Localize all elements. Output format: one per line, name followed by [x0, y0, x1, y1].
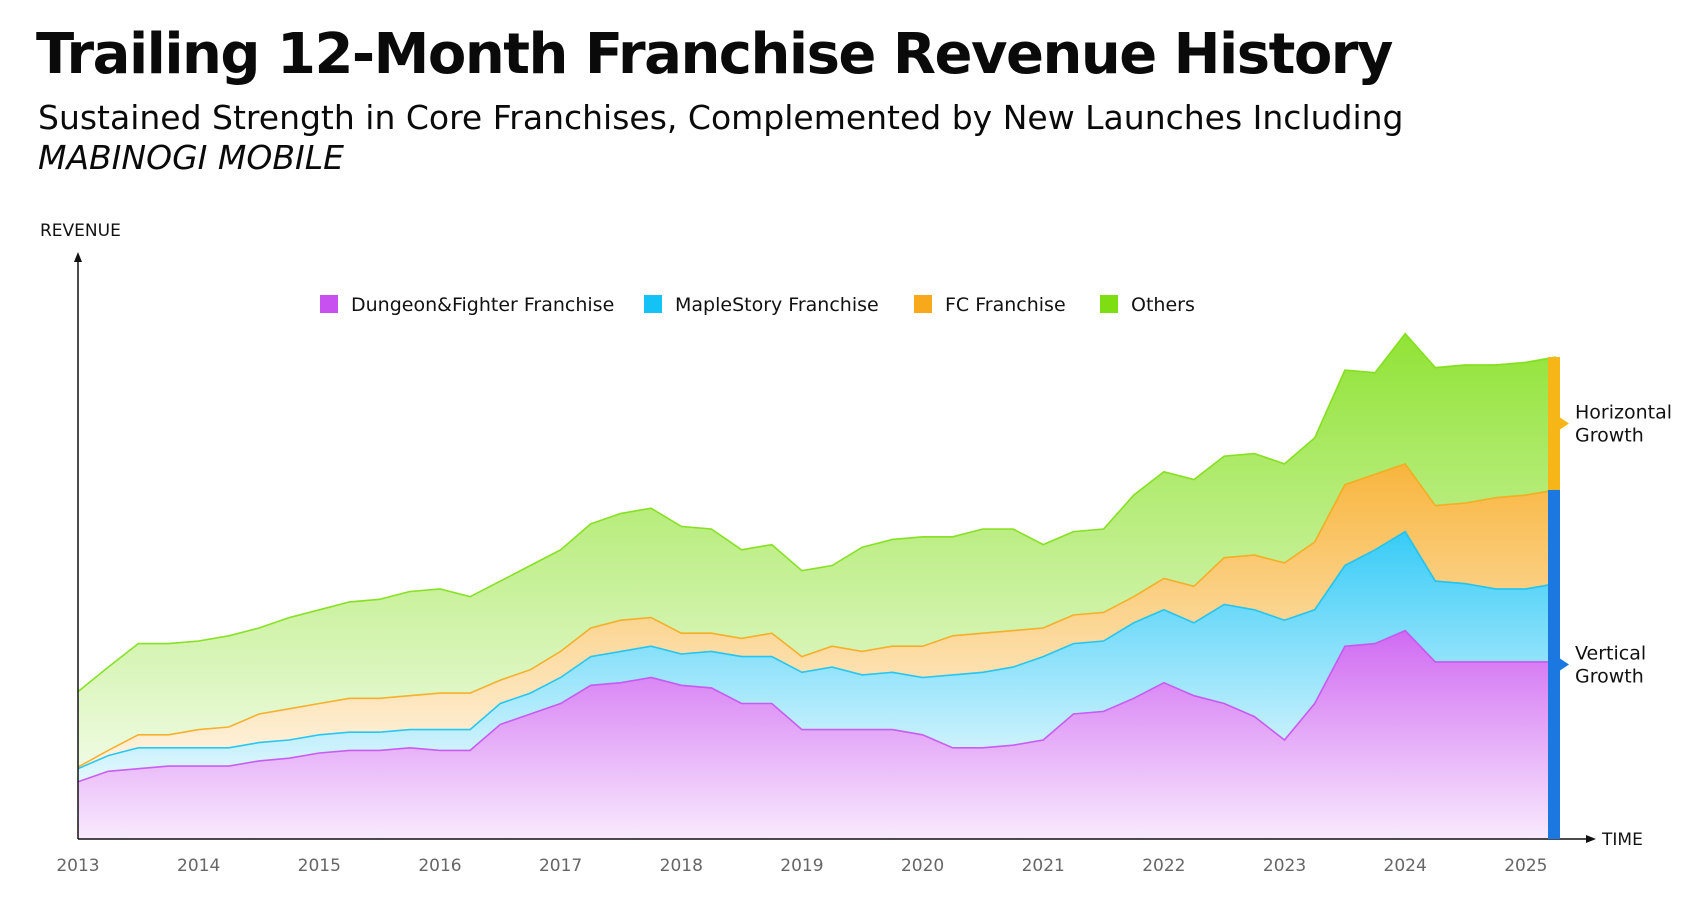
chart-subtitle: Sustained Strength in Core Franchises, C…: [38, 98, 1478, 178]
horizontal-growth-bar: [1548, 357, 1560, 490]
area-outlines: [77, 332, 1557, 783]
area-0: [78, 630, 1556, 839]
x-tick-2020: 2020: [901, 856, 944, 876]
legend-label-3: Others: [1131, 294, 1195, 316]
chart-title: Trailing 12-Month Franchise Revenue Hist…: [36, 22, 1393, 87]
area-outline-1: [77, 530, 1557, 770]
x-tick-2013: 2013: [56, 856, 99, 876]
horizontal-growth-arrow: [1560, 417, 1569, 430]
y-axis-label: REVENUE: [40, 221, 121, 241]
axes: REVENUE TIME: [40, 221, 1643, 850]
x-tick-2025: 2025: [1504, 856, 1547, 876]
horizontal-growth-label-2: Growth: [1575, 425, 1644, 447]
vertical-growth-label-1: Vertical: [1575, 642, 1646, 664]
legend-swatch-2: [914, 295, 932, 313]
area-3: [78, 333, 1556, 768]
legend-swatch-1: [644, 295, 662, 313]
area-layers: [78, 333, 1556, 839]
area-outline-3: [77, 332, 1557, 693]
legend-label-0: Dungeon&Fighter Franchise: [351, 294, 614, 316]
area-2: [78, 463, 1556, 769]
vertical-growth-bar: [1548, 489, 1560, 839]
y-axis-arrow: [74, 252, 82, 262]
x-tick-2023: 2023: [1263, 856, 1306, 876]
area-1: [78, 531, 1556, 782]
area-outline-2: [77, 462, 1557, 768]
x-axis-label: TIME: [1601, 830, 1643, 850]
x-axis-arrow: [1586, 835, 1596, 843]
x-tick-2017: 2017: [539, 856, 582, 876]
x-tick-2015: 2015: [298, 856, 341, 876]
x-tick-2021: 2021: [1022, 856, 1065, 876]
x-tick-2018: 2018: [660, 856, 703, 876]
x-tick-2016: 2016: [418, 856, 461, 876]
vertical-growth-label-2: Growth: [1575, 665, 1644, 687]
subtitle-line-1: Sustained Strength in Core Franchises, C…: [38, 98, 1404, 137]
x-tick-2019: 2019: [780, 856, 823, 876]
horizontal-growth-label-1: Horizontal: [1575, 402, 1672, 424]
x-tick-2022: 2022: [1142, 856, 1185, 876]
legend-label-1: MapleStory Franchise: [675, 294, 879, 316]
legend-swatch-3: [1100, 295, 1118, 313]
legend-label-2: FC Franchise: [945, 294, 1066, 316]
x-tick-2024: 2024: [1384, 856, 1427, 876]
x-axis-ticks: 2013 2014 2015 2016 2017 2018 2019 2020 2021 2022…: [56, 856, 1547, 876]
legend-swatch-0: [320, 295, 338, 313]
x-tick-2014: 2014: [177, 856, 220, 876]
vertical-growth-arrow: [1560, 658, 1569, 671]
subtitle-line-2: MABINOGI MOBILE: [38, 138, 344, 177]
area-outline-0: [77, 629, 1556, 783]
legend: Dungeon&Fighter Franchise MapleStory Fran…: [320, 294, 1195, 316]
